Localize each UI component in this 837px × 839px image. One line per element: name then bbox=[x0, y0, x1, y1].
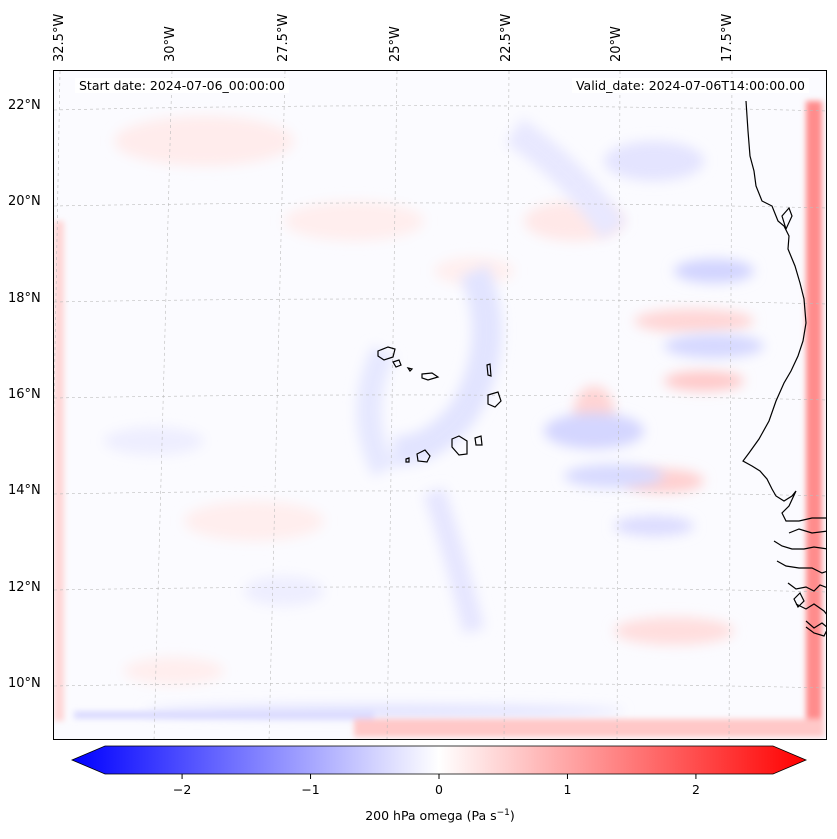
start-date-label: Start date: 2024-07-06_00:00:00 bbox=[75, 78, 289, 93]
map-panel bbox=[53, 70, 827, 740]
lon-label-27-5w: 27.5°W bbox=[276, 13, 291, 62]
negative-omega-patches bbox=[104, 118, 764, 717]
lat-label-16n: 16°N bbox=[8, 387, 41, 402]
lon-label-25w: 25°W bbox=[388, 26, 403, 62]
lat-label-22n: 22°N bbox=[8, 98, 41, 113]
graticule bbox=[54, 71, 826, 739]
lon-label-30w: 30°W bbox=[163, 26, 178, 62]
omega-field-map bbox=[54, 71, 826, 739]
lat-label-12n: 12°N bbox=[8, 580, 41, 595]
boundary-artifacts bbox=[54, 101, 824, 737]
colorbar-tick-label: 1 bbox=[563, 782, 572, 797]
lon-label-17-5w: 17.5°W bbox=[720, 13, 735, 62]
colorbar-tick-label: 2 bbox=[691, 782, 700, 797]
colorbar-title: 200 hPa omega (Pa s−1) bbox=[365, 808, 515, 824]
colorbar-tick-label: 0 bbox=[435, 782, 443, 797]
valid-date-label: Valid_date: 2024-07-06T14:00:00.00 bbox=[571, 78, 809, 93]
lon-label-22-5w: 22.5°W bbox=[499, 13, 514, 62]
colorbar-tick-label: −1 bbox=[301, 782, 320, 797]
cape-verde-islands bbox=[377, 346, 502, 463]
lon-label-32-5w: 32.5°W bbox=[52, 13, 67, 62]
lat-label-14n: 14°N bbox=[8, 483, 41, 498]
lat-label-18n: 18°N bbox=[8, 291, 41, 306]
west-africa-coastline bbox=[742, 100, 826, 637]
colorbar bbox=[70, 745, 808, 779]
colorbar-ticks bbox=[181, 774, 697, 779]
lat-label-10n: 10°N bbox=[8, 676, 41, 691]
colorbar-tick-label: −2 bbox=[172, 782, 192, 797]
colorbar-body bbox=[70, 745, 808, 775]
lon-label-20w: 20°W bbox=[609, 26, 624, 62]
lat-label-20n: 20°N bbox=[8, 194, 41, 209]
